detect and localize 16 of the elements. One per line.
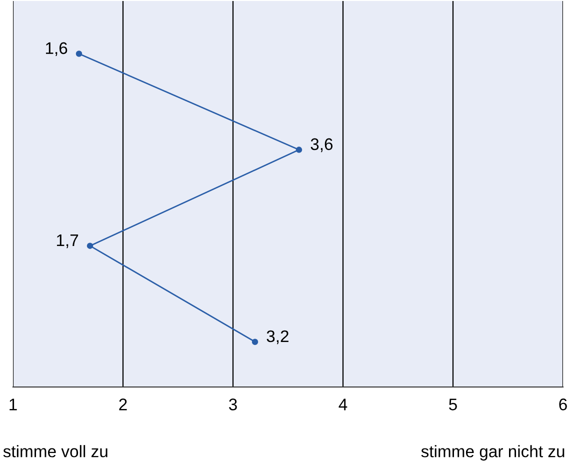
data-label: 1,7 bbox=[56, 234, 78, 248]
x-tick-label: 5 bbox=[449, 398, 457, 410]
point bbox=[86, 242, 94, 249]
point bbox=[296, 146, 302, 153]
data-label: 1,6 bbox=[46, 42, 68, 56]
text: stimme gar nicht zu bbox=[421, 445, 564, 461]
point bbox=[76, 50, 82, 57]
data-label: 3,2 bbox=[266, 330, 288, 344]
x-tick-label: 3 bbox=[229, 398, 237, 410]
x-tick-label: 1 bbox=[10, 398, 17, 410]
x-tick-label: 6 bbox=[559, 398, 567, 410]
text: stimme voll zu bbox=[3, 445, 108, 458]
data-label: 3,6 bbox=[310, 138, 333, 152]
x-tick-label: 2 bbox=[119, 398, 127, 410]
point bbox=[252, 338, 258, 345]
x-tick-label: 4 bbox=[338, 398, 348, 410]
